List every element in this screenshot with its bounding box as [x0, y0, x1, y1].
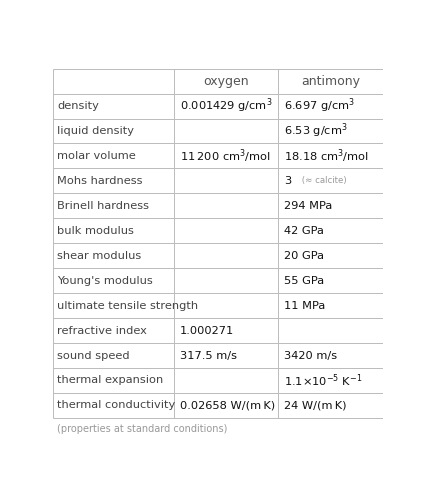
Text: 6.53 g/cm$^3$: 6.53 g/cm$^3$ [284, 122, 348, 141]
Text: molar volume: molar volume [57, 151, 136, 161]
Text: 0.001429 g/cm$^3$: 0.001429 g/cm$^3$ [180, 97, 272, 115]
Text: shear modulus: shear modulus [57, 251, 141, 261]
Text: thermal expansion: thermal expansion [57, 376, 164, 386]
Text: (≈ calcite): (≈ calcite) [299, 176, 346, 185]
Text: Young's modulus: Young's modulus [57, 276, 153, 285]
Text: 294 MPa: 294 MPa [284, 201, 332, 211]
Text: 1.000271: 1.000271 [180, 325, 234, 336]
Text: 18.18 cm$^3$/mol: 18.18 cm$^3$/mol [284, 147, 369, 165]
Text: 6.697 g/cm$^3$: 6.697 g/cm$^3$ [284, 97, 355, 115]
Text: 3420 m/s: 3420 m/s [284, 351, 337, 360]
Text: refractive index: refractive index [57, 325, 147, 336]
Text: 1.1×10$^{-5}$ K$^{-1}$: 1.1×10$^{-5}$ K$^{-1}$ [284, 372, 362, 389]
Text: 0.02658 W/(m K): 0.02658 W/(m K) [180, 400, 275, 410]
Text: 317.5 m/s: 317.5 m/s [180, 351, 237, 360]
Text: Mohs hardness: Mohs hardness [57, 176, 143, 186]
Text: 55 GPa: 55 GPa [284, 276, 324, 285]
Text: thermal conductivity: thermal conductivity [57, 400, 176, 410]
Text: antimony: antimony [301, 74, 360, 88]
Text: 3: 3 [284, 176, 291, 186]
Text: 11 200 cm$^3$/mol: 11 200 cm$^3$/mol [180, 147, 271, 165]
Text: 11 MPa: 11 MPa [284, 301, 325, 311]
Text: Brinell hardness: Brinell hardness [57, 201, 149, 211]
Text: (properties at standard conditions): (properties at standard conditions) [57, 423, 227, 433]
Text: sound speed: sound speed [57, 351, 130, 360]
Text: 20 GPa: 20 GPa [284, 251, 324, 261]
Text: bulk modulus: bulk modulus [57, 226, 134, 236]
Text: 42 GPa: 42 GPa [284, 226, 324, 236]
Text: density: density [57, 101, 99, 111]
Text: liquid density: liquid density [57, 126, 134, 136]
Text: 24 W/(m K): 24 W/(m K) [284, 400, 346, 410]
Text: oxygen: oxygen [203, 74, 248, 88]
Text: ultimate tensile strength: ultimate tensile strength [57, 301, 199, 311]
